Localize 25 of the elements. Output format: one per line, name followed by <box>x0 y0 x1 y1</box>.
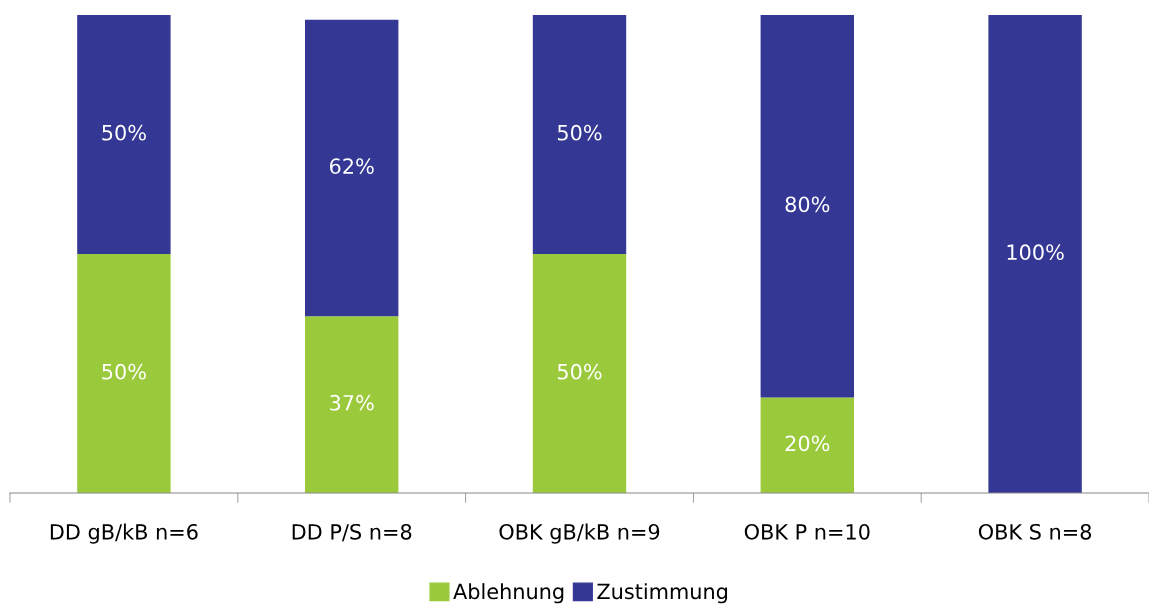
data-label: 50% <box>557 124 602 141</box>
bar <box>532 15 627 254</box>
legend-label: Zustimmung <box>597 583 728 604</box>
bar <box>305 316 399 493</box>
bar <box>77 254 171 493</box>
bar <box>532 254 627 493</box>
x-tick-label: OBK P n=10 <box>744 523 870 540</box>
bar <box>988 15 1082 493</box>
x-tick-label: DD gB/kB n=6 <box>50 523 198 544</box>
data-label: 50% <box>557 363 602 380</box>
data-label: 20% <box>785 435 830 452</box>
legend-label: Ablehnung <box>453 583 564 604</box>
data-label: 37% <box>330 394 374 411</box>
bar <box>760 15 854 398</box>
data-label: 62% <box>330 158 374 174</box>
bar <box>760 397 854 493</box>
x-tick-label: OBK S n=8 <box>978 523 1092 540</box>
data-label: 80% <box>785 196 830 213</box>
bar <box>77 15 171 254</box>
x-tick-label: DD P/S n=8 <box>292 523 412 542</box>
data-label: 50% <box>102 124 146 141</box>
x-tick-label: OBK gB/kB n=9 <box>499 523 660 544</box>
data-label: 100% <box>1007 244 1064 261</box>
bar <box>305 19 399 317</box>
data-label: 50% <box>102 363 146 380</box>
